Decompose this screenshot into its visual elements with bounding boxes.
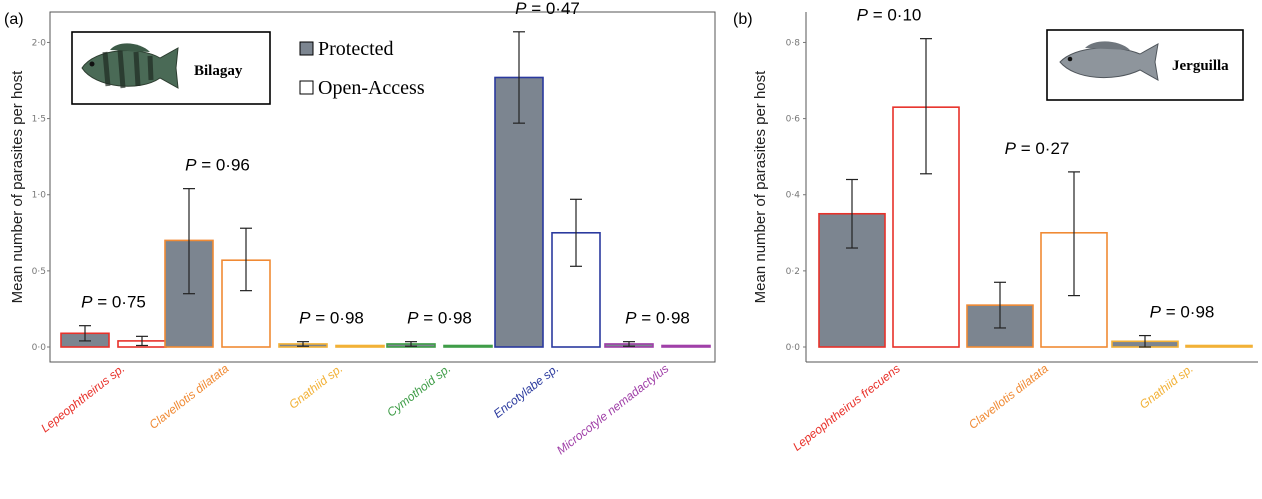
panel-a-inset: Bilagay xyxy=(71,31,271,105)
p-value-label: P = 0·98 xyxy=(299,309,364,328)
panel-a-y-tick-label: 0·5 xyxy=(32,267,46,277)
x-category-label: Encotylabe sp. xyxy=(491,361,562,420)
x-category-label: Gnathiid sp. xyxy=(286,361,345,411)
p-value-label: P = 0·98 xyxy=(625,309,690,328)
p-value-label: P = 0·27 xyxy=(1005,139,1070,158)
panel-a-y-tick-label: 1·5 xyxy=(32,115,46,125)
panel-b-y-tick-label: 0·8 xyxy=(786,38,801,48)
p-value-label: P = 0·96 xyxy=(185,156,250,175)
p-value-label: P = 0·98 xyxy=(1150,303,1215,322)
panel-a-y-tick-label: 1·0 xyxy=(32,191,47,201)
panel-a-y-axis-label: Mean number of parasites per host xyxy=(9,70,26,303)
panel-a: (a) Mean number of parasites per host Bi… xyxy=(4,11,716,363)
panel-b-y-tick-label: 0·6 xyxy=(786,115,801,125)
panel-b-y-tick-label: 0·0 xyxy=(786,343,801,353)
bar-open-access xyxy=(443,344,493,348)
p-value-label: P = 0·10 xyxy=(857,6,922,25)
legend-label-protected: Protected xyxy=(318,38,394,60)
panel-a-label: (a) xyxy=(4,11,24,28)
panel-b-y-tick-label: 0·4 xyxy=(786,191,801,201)
x-category-label: Gnathiid sp. xyxy=(1137,361,1196,411)
p-value-label: P = 0·47 xyxy=(515,0,580,18)
x-category-label: Microcotyle nemadactylus xyxy=(554,361,671,457)
panel-b-y-axis-label: Mean number of parasites per host xyxy=(752,70,769,303)
legend-label-open-access: Open-Access xyxy=(318,77,425,99)
x-category-label: Clavellotis dilatata xyxy=(966,361,1051,432)
x-category-label: Cymothoid sp. xyxy=(384,361,453,419)
panel-b-y-tick-label: 0·2 xyxy=(786,267,800,277)
panel-b-label: (b) xyxy=(733,11,753,28)
panel-a-plot-area xyxy=(49,11,716,363)
bar-open-access xyxy=(335,344,385,348)
panel-a-y-tick-label: 0·0 xyxy=(32,343,47,353)
bar-open-access xyxy=(1185,344,1253,348)
panel-a-fish-name: Bilagay xyxy=(194,63,243,79)
panel-b: (b) Mean number of parasites per host Je… xyxy=(733,11,1258,363)
p-value-label: P = 0·75 xyxy=(81,293,146,312)
x-category-label: Lepeophtheirus frecuens xyxy=(790,361,903,453)
panel-a-y-tick-label: 2·0 xyxy=(32,38,47,48)
x-category-label: Clavellotis dilatata xyxy=(147,361,232,432)
legend: Protected Open-Access xyxy=(299,38,425,99)
legend-swatch-open-access xyxy=(299,80,314,95)
bilagay-fish-icon xyxy=(81,43,179,89)
bar-open-access xyxy=(661,344,711,348)
panel-b-fish-name: Jerguilla xyxy=(1172,58,1229,74)
x-category-label: Lepeophtheirus sp. xyxy=(38,361,127,435)
panel-b-inset: Jerguilla xyxy=(1046,29,1244,101)
jerguilla-fish-icon xyxy=(1059,41,1159,81)
p-value-label: P = 0·98 xyxy=(407,309,472,328)
legend-swatch-protected xyxy=(299,41,314,56)
